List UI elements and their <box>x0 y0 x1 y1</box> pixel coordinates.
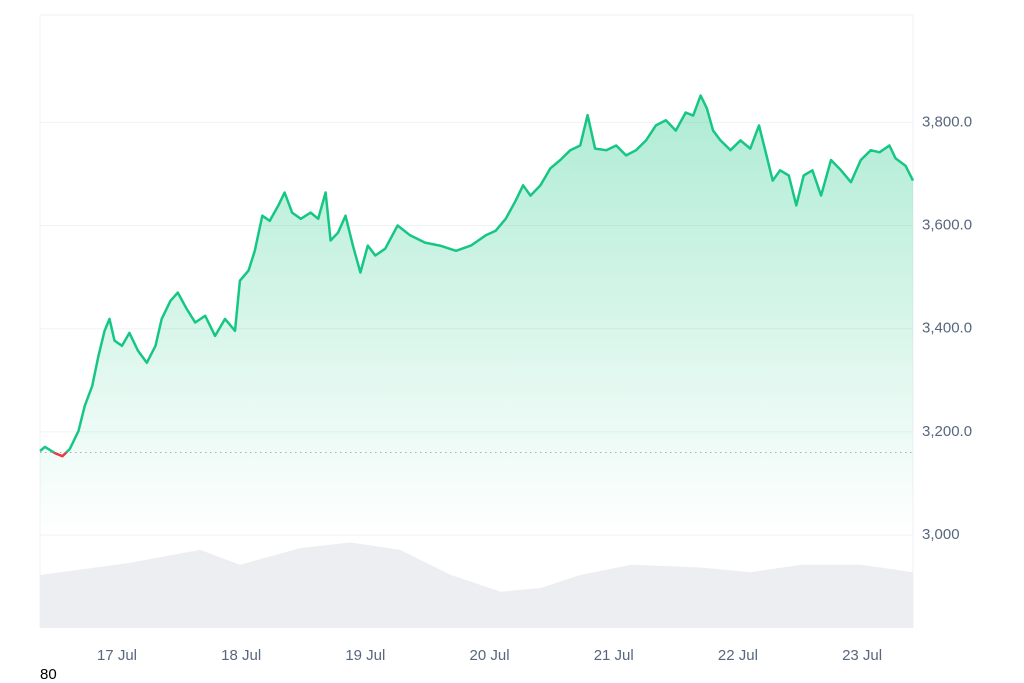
volume-area <box>40 542 913 628</box>
y-tick-label: 3,000 <box>922 526 960 543</box>
x-tick-label: 19 Jul <box>345 647 385 664</box>
footer-text: 80 <box>40 666 57 683</box>
x-tick-label: 17 Jul <box>97 647 137 664</box>
y-tick-label: 3,800.0 <box>922 113 972 130</box>
x-tick-label: 20 Jul <box>470 647 510 664</box>
y-tick-label: 3,600.0 <box>922 216 972 233</box>
y-tick-label: 3,200.0 <box>922 423 972 440</box>
x-tick-label: 21 Jul <box>594 647 634 664</box>
price-line <box>39 94 915 458</box>
x-tick-label: 23 Jul <box>842 647 882 664</box>
x-tick-label: 18 Jul <box>221 647 261 664</box>
y-tick-label: 3,400.0 <box>922 320 972 337</box>
x-tick-label: 22 Jul <box>718 647 758 664</box>
price-area <box>40 95 913 535</box>
